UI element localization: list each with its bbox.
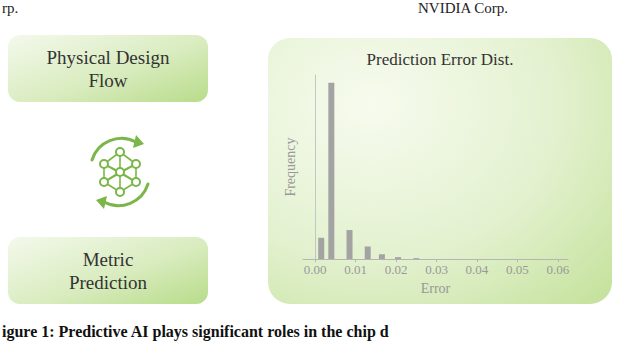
- html-text:NVIDIA Corp.: NVIDIA Corp.: [418, 0, 508, 16]
- html-text:Physical Design Flow: Physical Design Flow: [46, 46, 170, 91]
- html-text:rp.: rp.: [2, 0, 19, 16]
- svg-text:0.00: 0.00: [304, 262, 327, 277]
- svg-text:Frequency: Frequency: [283, 138, 298, 197]
- svg-text:0.05: 0.05: [506, 262, 529, 277]
- svg-text:0.01: 0.01: [344, 262, 367, 277]
- svg-text:0.06: 0.06: [547, 262, 570, 277]
- svg-text:0.03: 0.03: [425, 262, 448, 277]
- svg-text:0.02: 0.02: [385, 262, 408, 277]
- svg-text:Prediction Error Dist.: Prediction Error Dist.: [367, 50, 514, 69]
- svg-text:Error: Error: [421, 281, 451, 296]
- svg-text:0.04: 0.04: [466, 262, 489, 277]
- html-text:Metric Prediction: Metric Prediction: [68, 248, 147, 293]
- html-text:igure 1: Predictive AI plays s: igure 1: Predictive AI plays significant…: [2, 323, 389, 340]
